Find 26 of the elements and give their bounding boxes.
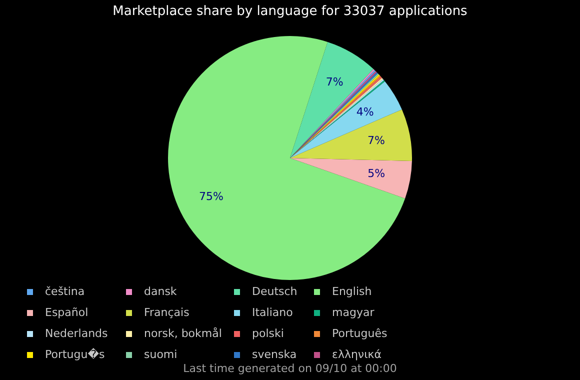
legend-label: suomi — [144, 348, 178, 362]
legend-label: polski — [252, 327, 284, 340]
legend-label: English — [332, 285, 372, 298]
text: Last time generated on 09/10 at 00:00 — [183, 362, 397, 375]
legend-label: Nederlands — [45, 327, 108, 340]
data-label: 7% — [326, 75, 344, 88]
chart-title: Marketplace share by language for 33037 applications — [112, 4, 468, 19]
legend-label: Deutsch — [252, 285, 298, 298]
legend-label: dansk — [144, 285, 178, 298]
data-label: 7% — [367, 134, 385, 148]
data-label: 75% — [199, 190, 224, 203]
legend-label: čeština — [45, 285, 85, 298]
legend-label: norsk, bokmål — [144, 327, 222, 340]
legend-label: ελληνικά — [332, 348, 382, 362]
pie-slice — [290, 109, 412, 161]
legend-label: Français — [144, 306, 190, 320]
legend-label: Português — [332, 327, 388, 340]
legend-label: svenska — [252, 348, 297, 362]
data-label: 4% — [356, 106, 374, 119]
legend-label: Italiano — [252, 306, 294, 320]
data-label: 5% — [368, 166, 386, 180]
pie-slice — [168, 36, 406, 280]
pie-slice — [290, 158, 412, 199]
legend-label: Portugu�s — [45, 347, 106, 362]
legend-label: Español — [45, 306, 88, 320]
legend-label: magyar — [332, 306, 375, 320]
